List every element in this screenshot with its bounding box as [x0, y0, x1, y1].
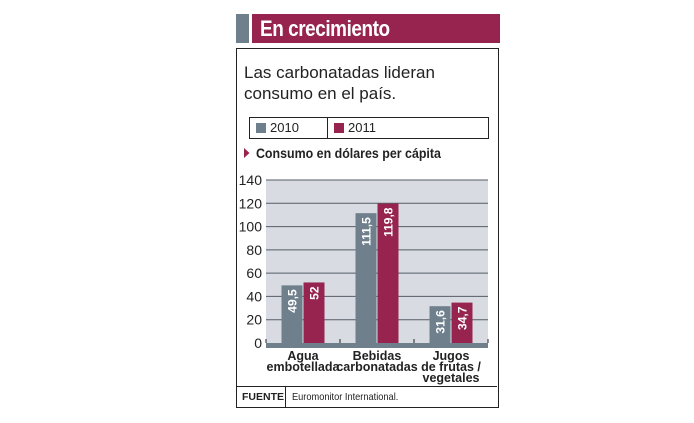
chart-title: Consumo en dólares per cápita	[244, 146, 441, 161]
y-tick-label: 20	[246, 312, 262, 328]
source-text: Euromonitor International.	[292, 391, 399, 403]
legend-swatch-2010	[256, 123, 266, 133]
data-label: 119,8	[382, 207, 396, 237]
bar-2010	[281, 285, 303, 343]
bar-2011	[451, 302, 473, 343]
y-tick-label: 60	[246, 265, 262, 281]
infographic-frame	[236, 48, 499, 408]
subtitle: Las carbonatadas lideran consumo en el p…	[244, 63, 435, 103]
legend-item-2011: 2011	[334, 118, 376, 138]
y-tick-label: 0	[254, 335, 262, 351]
bar-2011	[303, 282, 325, 343]
x-category-label: Bebidas	[353, 349, 402, 363]
bar-2010	[429, 306, 451, 343]
header-accent-tab	[236, 14, 249, 43]
legend-divider	[327, 118, 328, 138]
y-tick-label: 40	[246, 288, 262, 304]
triangle-bullet-icon	[244, 148, 250, 158]
legend-label-2011: 2011	[348, 120, 376, 135]
data-label: 111,5	[360, 217, 374, 246]
bar-2010	[355, 213, 377, 343]
x-category-label: Agua	[287, 349, 319, 363]
x-category-label: de frutas /	[421, 360, 481, 374]
bar-2011	[377, 203, 399, 343]
legend-item-2010: 2010	[256, 118, 299, 138]
data-label: 52	[308, 286, 322, 300]
source-label: FUENTE	[242, 391, 284, 403]
header-bar: En crecimiento	[252, 14, 500, 43]
page-title: En crecimiento	[260, 16, 390, 41]
footer-divider	[285, 387, 286, 407]
x-category-label: carbonatadas	[336, 360, 417, 374]
y-tick-label: 140	[239, 172, 263, 188]
legend-swatch-2011	[334, 123, 344, 133]
chart-legend: 2010 2011	[249, 117, 489, 139]
source-footer: FUENTE Euromonitor International.	[236, 386, 497, 407]
y-tick-label: 80	[246, 242, 262, 258]
legend-label-2010: 2010	[270, 120, 299, 135]
data-label: 49,5	[286, 289, 300, 313]
x-category-label: Jugos	[433, 349, 470, 363]
x-axis-baseline	[266, 343, 488, 348]
y-tick-label: 100	[239, 219, 263, 235]
x-category-label: vegetales	[423, 371, 480, 385]
plot-background	[266, 180, 488, 343]
data-label: 31,6	[434, 310, 448, 334]
y-tick-label: 120	[239, 195, 263, 211]
chart-title-text: Consumo en dólares per cápita	[255, 146, 441, 161]
x-category-label: embotellada	[267, 360, 341, 374]
data-label: 34,7	[456, 306, 470, 330]
